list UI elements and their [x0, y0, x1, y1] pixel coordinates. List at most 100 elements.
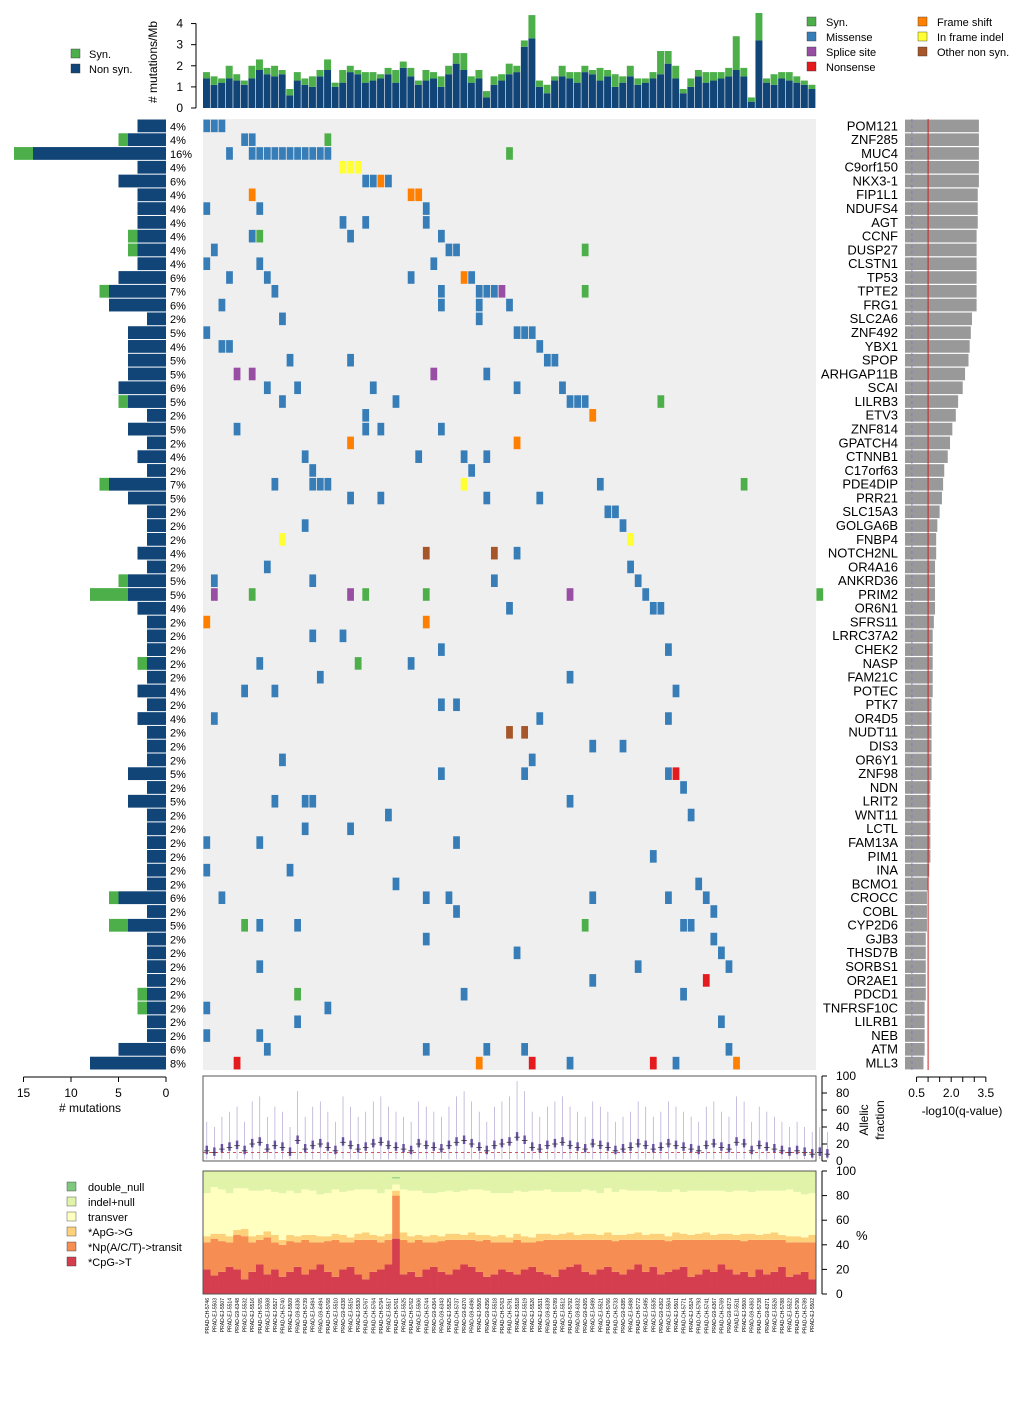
gene-percent: 2% — [170, 1017, 186, 1029]
qvalue-bar — [905, 1001, 925, 1015]
category-segment-rest — [430, 1171, 438, 1179]
gene-bar-nonsyn — [147, 505, 166, 519]
mutation-cell-missense — [309, 794, 317, 808]
rate-bar-syn — [710, 72, 718, 81]
af-box — [576, 1142, 579, 1151]
af-box — [803, 1147, 806, 1156]
mutation-cell-missense — [301, 450, 309, 463]
mutation-cell-missense — [309, 464, 317, 477]
gene-label: TNFRSF10C — [823, 1000, 898, 1015]
category-segment-rest — [331, 1171, 340, 1178]
mutation-cell-missense — [203, 257, 211, 271]
category-segment-indel — [763, 1177, 771, 1191]
category-segment-indel — [278, 1177, 287, 1194]
sample-label: PRAD-CH-5744 — [424, 1298, 430, 1334]
mutation-cell-missense — [513, 381, 521, 395]
gene-label: LCTL — [866, 821, 898, 836]
mutation-cell-splice-site — [347, 588, 354, 601]
mutation-cell-missense — [438, 298, 445, 312]
category-segment-transver — [240, 1188, 249, 1229]
category-segment-rest — [619, 1171, 628, 1178]
category-segment-apg — [505, 1237, 514, 1243]
rate-bar-syn — [664, 51, 672, 64]
category-segment-cpg — [619, 1274, 628, 1294]
rate-bar-nonsyn — [717, 78, 725, 108]
mutation-cell-missense — [203, 202, 211, 215]
mutation-cell-missense — [422, 891, 430, 905]
category-segment-cpg — [641, 1271, 650, 1294]
af-box — [425, 1140, 428, 1150]
category-segment-apg — [369, 1234, 378, 1240]
mutation-cell-missense — [248, 133, 256, 146]
mutation-cell-missense — [521, 767, 529, 780]
category-segment-indel — [672, 1177, 681, 1190]
category-segment-apg — [218, 1233, 227, 1242]
category-segment-indel — [369, 1179, 378, 1190]
mutation-cell-missense — [513, 546, 521, 560]
af-box — [515, 1132, 519, 1141]
category-segment-indel — [377, 1177, 385, 1194]
rate-bar-nonsyn — [278, 74, 286, 108]
af-box — [553, 1138, 557, 1148]
category-segment-cpg — [528, 1266, 537, 1294]
category-segment-transver — [286, 1190, 295, 1235]
rate-bar-syn — [558, 65, 566, 77]
rate-bar-nonsyn — [248, 78, 256, 108]
mutation-cell-missense — [203, 863, 211, 877]
gene-bar-nonsyn — [118, 1042, 166, 1056]
qvalue-bar — [905, 1029, 925, 1042]
gene-bar-nonsyn — [147, 905, 166, 918]
rate-bar-nonsyn — [301, 84, 309, 108]
af-box — [621, 1144, 625, 1153]
category-segment-cpg — [467, 1266, 476, 1294]
category-segment-rest — [793, 1171, 802, 1178]
gene-percent: 4% — [170, 686, 186, 698]
af-box — [720, 1142, 723, 1151]
rate-bar-nonsyn — [414, 84, 422, 108]
sample-label: PRAD-EJ-5499 — [591, 1298, 597, 1332]
rate-bar-syn — [233, 74, 241, 81]
category-segment-indel — [225, 1177, 234, 1194]
rate-bar-syn — [520, 40, 528, 47]
category-segment-transit — [566, 1239, 575, 1267]
category-segment-apg — [475, 1234, 484, 1242]
af-box — [235, 1140, 239, 1150]
category-tick-label: 80 — [836, 1189, 850, 1203]
mutation-cell-missense — [210, 243, 218, 257]
qvalue-bar — [905, 794, 931, 808]
gene-label: SLC15A3 — [842, 504, 898, 519]
mutation-cell-missense — [506, 601, 513, 615]
qvalue-bar — [905, 147, 979, 160]
category-segment-apg — [467, 1232, 476, 1240]
mutation-cell-missense — [271, 284, 279, 298]
count-tick-label: 5 — [115, 1086, 122, 1100]
rate-bar-syn — [694, 70, 702, 77]
category-segment-transit — [687, 1239, 696, 1277]
category-segment-rest — [324, 1171, 332, 1178]
rate-bar-syn — [672, 65, 680, 79]
af-axis-title: Allelic — [857, 1104, 871, 1135]
mutation-cell-missense — [453, 905, 460, 918]
mutation-cell-other-non-syn — [521, 726, 529, 739]
qvalue-bar — [905, 712, 932, 725]
category-segment-cpg — [361, 1279, 370, 1294]
sample-label: PRAD-CH-5739 — [303, 1298, 309, 1334]
mutation-cell-in-frame-indel — [279, 533, 286, 546]
category-segment-cpg — [672, 1269, 681, 1294]
type-legend-swatch — [917, 46, 928, 57]
category-segment-transit — [263, 1237, 272, 1275]
category-segment-apg — [672, 1232, 681, 1240]
qvalue-bar — [905, 436, 951, 450]
category-segment-cpg — [286, 1271, 295, 1294]
rate-bar-nonsyn — [377, 78, 385, 108]
category-segment-indel — [551, 1178, 559, 1192]
mutation-cell-missense — [324, 147, 332, 160]
category-segment-apg — [339, 1234, 348, 1243]
rate-bar-nonsyn — [498, 80, 506, 108]
category-segment-indel — [346, 1177, 355, 1191]
mutation-cell-missense — [316, 670, 324, 684]
sample-label: PRAD-G9-6363 — [750, 1298, 756, 1333]
mutation-cell-missense — [263, 1043, 271, 1056]
gene-bar-nonsyn — [147, 436, 166, 450]
mutation-cell-missense — [483, 450, 491, 463]
